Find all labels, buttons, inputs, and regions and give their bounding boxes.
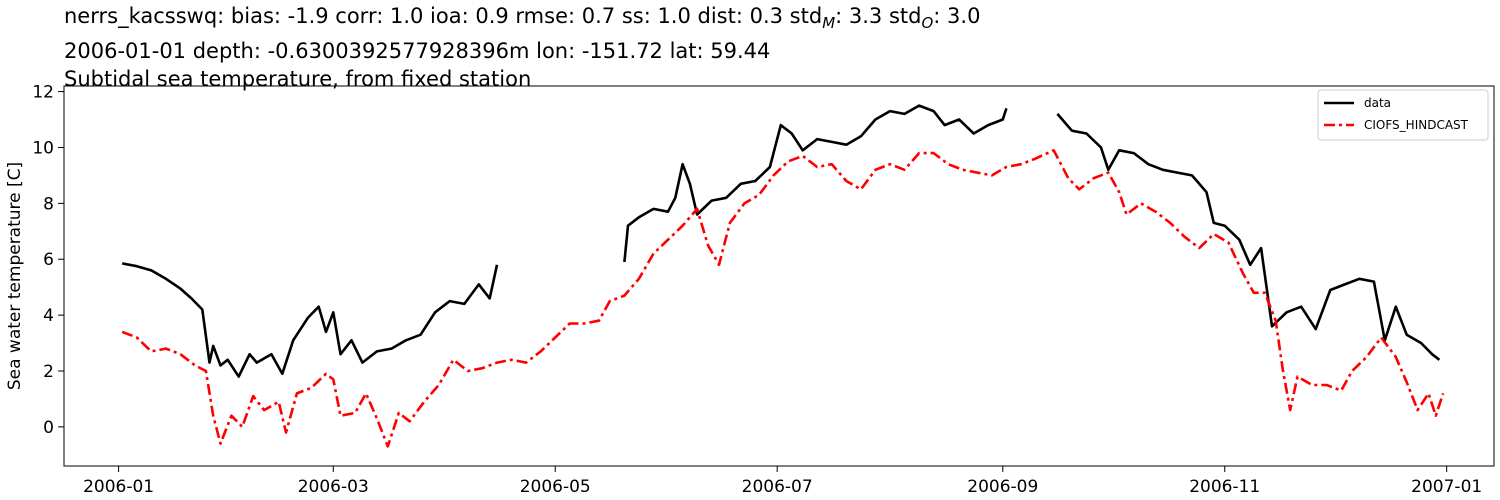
series-line-data-seg-2 [1056, 113, 1441, 361]
y-tick-label: 10 [32, 138, 54, 158]
title-line-location: 2006-01-01 depth: -0.6300392577928396m l… [64, 39, 771, 64]
legend-label: data [1364, 96, 1391, 110]
y-tick-label: 6 [43, 250, 54, 270]
stats-text-end: : 3.0 [933, 4, 981, 28]
title-block: nerrs_kacsswq: bias: -1.9 corr: 1.0 ioa:… [64, 2, 980, 93]
y-tick-label: 0 [43, 418, 54, 438]
plot-lines [121, 104, 1445, 448]
x-tick-label: 2006-03 [298, 477, 369, 497]
y-axis-label: Sea water temperature [C] [5, 162, 25, 390]
plot-frame [63, 85, 1495, 467]
std-m-subscript: M [822, 14, 836, 33]
legend-label: CIOFS_HINDCAST [1364, 118, 1469, 132]
series-line-data-seg-0 [121, 262, 499, 378]
series-line-ciofs-hindcast-seg-0 [121, 149, 1445, 448]
x-tick-label: 2006-07 [742, 477, 813, 497]
stats-text: nerrs_kacsswq: bias: -1.9 corr: 1.0 ioa:… [64, 4, 823, 28]
y-axis: 0 2 4 6 8 10 12 [32, 83, 64, 438]
y-tick-label: 2 [43, 362, 54, 382]
x-tick-label: 2006-05 [520, 477, 591, 497]
x-tick-label: 2006-01 [83, 477, 154, 497]
stats-text-mid: : 3.3 std [835, 4, 922, 28]
x-tick-label: 2007-01 [1411, 477, 1482, 497]
legend-box [1317, 89, 1489, 141]
legend: data CIOFS_HINDCAST [1317, 89, 1489, 141]
x-tick-label: 2006-11 [1189, 477, 1260, 497]
x-tick-label: 2006-09 [967, 477, 1038, 497]
series-line-data-seg-1 [623, 104, 1008, 263]
x-axis: 2006-01 2006-03 2006-05 2006-07 2006-09 2006-… [83, 466, 1482, 497]
title-line-stats: nerrs_kacsswq: bias: -1.9 corr: 1.0 ioa:… [64, 2, 980, 37]
y-tick-label: 8 [43, 194, 54, 214]
y-tick-label: 12 [32, 83, 54, 103]
title-line-description: Subtidal sea temperature, from fixed sta… [64, 67, 532, 92]
std-o-subscript: O [921, 14, 934, 33]
y-tick-label: 4 [43, 306, 54, 326]
